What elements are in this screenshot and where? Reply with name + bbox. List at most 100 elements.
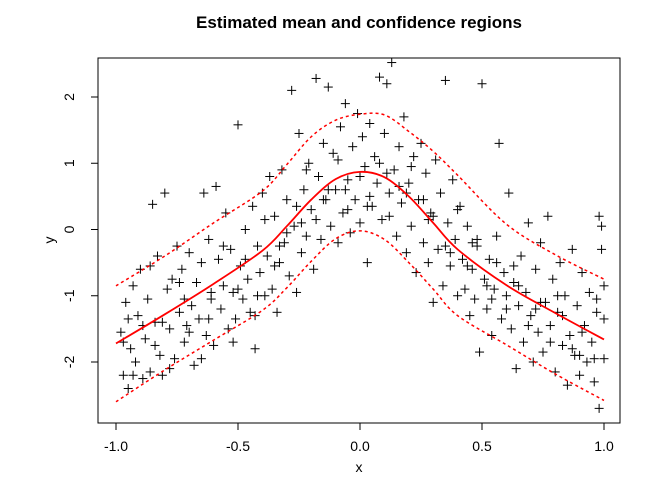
data-point: [299, 185, 309, 195]
data-point: [533, 327, 543, 337]
data-point: [267, 284, 277, 294]
data-point: [589, 354, 599, 364]
data-point: [433, 244, 443, 254]
data-point: [428, 297, 438, 307]
data-point: [338, 208, 348, 218]
data-point: [470, 294, 480, 304]
data-point: [484, 254, 494, 264]
x-tick-label: -0.5: [226, 438, 250, 454]
data-point: [204, 314, 214, 324]
data-point: [599, 354, 609, 364]
y-tick-label: 0: [61, 225, 77, 233]
data-point: [375, 72, 385, 82]
data-point: [333, 238, 343, 248]
data-point: [179, 337, 189, 347]
data-point: [272, 307, 282, 317]
data-point: [575, 350, 585, 360]
data-point: [309, 264, 319, 274]
data-point: [450, 234, 460, 244]
data-point: [216, 304, 226, 314]
data-point: [155, 350, 165, 360]
data-point: [170, 354, 180, 364]
data-point: [445, 248, 455, 258]
data-point: [553, 291, 563, 301]
data-point: [582, 357, 592, 367]
data-point: [218, 281, 228, 291]
data-point: [262, 251, 272, 261]
data-point: [536, 238, 546, 248]
data-point: [577, 268, 587, 278]
plot-frame: [97, 57, 621, 424]
data-point: [467, 238, 477, 248]
data-point: [123, 314, 133, 324]
data-point: [243, 274, 253, 284]
upper-confidence-curve: [115, 112, 605, 287]
data-point: [418, 238, 428, 248]
data-point: [421, 168, 431, 178]
data-point: [145, 261, 155, 271]
data-point: [511, 364, 521, 374]
data-point: [406, 162, 416, 172]
data-point: [260, 215, 270, 225]
data-point: [311, 215, 321, 225]
data-point: [396, 198, 406, 208]
x-tick-label: 0.5: [472, 438, 492, 454]
data-point: [184, 248, 194, 258]
data-point: [123, 384, 133, 393]
data-point: [462, 261, 472, 271]
data-point: [240, 225, 250, 234]
data-point: [318, 195, 328, 205]
data-point: [228, 337, 238, 347]
data-point: [584, 287, 594, 297]
data-point: [567, 244, 577, 254]
data-point: [362, 201, 372, 211]
data-point: [213, 254, 223, 264]
data-point: [360, 162, 370, 172]
data-point: [594, 211, 604, 221]
data-point: [296, 248, 306, 258]
data-point: [304, 158, 314, 168]
data-point: [316, 234, 326, 244]
data-point: [362, 258, 372, 268]
data-point: [128, 370, 138, 380]
data-point: [387, 58, 397, 68]
data-point: [172, 241, 182, 251]
data-point: [157, 317, 167, 327]
data-point: [174, 307, 184, 317]
data-point: [416, 138, 426, 148]
data-point: [253, 291, 263, 301]
data-point: [204, 234, 214, 244]
chart-title: Estimated mean and confidence regions: [196, 13, 522, 32]
data-point: [577, 327, 587, 337]
data-point: [479, 274, 489, 284]
data-point: [150, 340, 160, 350]
y-axis-label: y: [41, 237, 57, 244]
data-point: [460, 284, 470, 294]
data-point: [543, 211, 553, 221]
data-point: [126, 344, 136, 354]
data-point: [292, 201, 302, 211]
data-point: [248, 201, 258, 211]
data-points: [116, 58, 609, 413]
data-point: [187, 301, 197, 311]
data-point: [401, 248, 411, 258]
data-point: [499, 268, 509, 278]
data-point: [174, 278, 184, 287]
x-tick-label: 0.0: [350, 438, 370, 454]
data-point: [184, 327, 194, 337]
data-point: [160, 188, 170, 198]
data-point: [326, 221, 336, 231]
data-point: [379, 128, 389, 138]
data-point: [487, 294, 497, 304]
data-point: [440, 241, 450, 251]
data-point: [323, 82, 333, 92]
data-point: [143, 294, 153, 304]
y-tick-label: 1: [61, 159, 77, 167]
data-point: [457, 254, 467, 264]
data-point: [250, 344, 260, 354]
data-point: [384, 188, 394, 198]
data-point: [523, 218, 533, 228]
data-point: [145, 367, 155, 377]
data-point: [399, 112, 409, 122]
data-point: [558, 340, 568, 350]
